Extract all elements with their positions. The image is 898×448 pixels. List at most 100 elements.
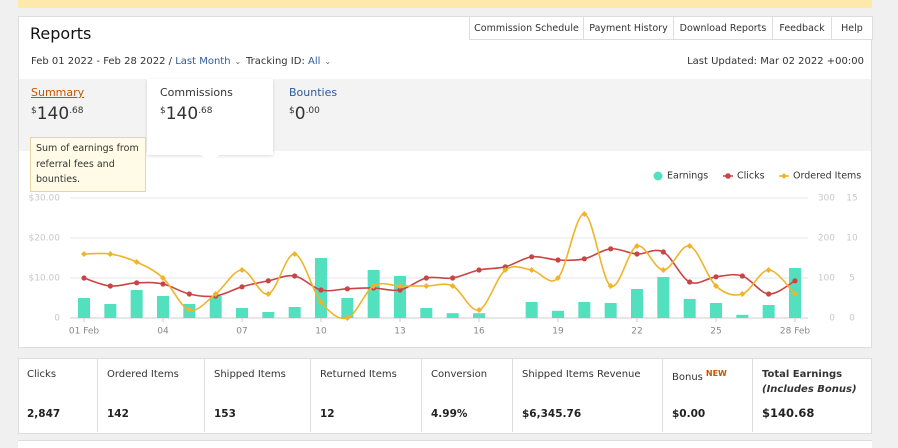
nav-button[interactable]: Download Reports (673, 16, 773, 40)
tracking-value[interactable]: All (308, 56, 321, 67)
marker (370, 283, 377, 289)
tick-label: 5 (849, 274, 855, 284)
fraction: .68 (69, 106, 84, 116)
bar (552, 310, 564, 318)
x-tick-label: 25 (710, 327, 721, 337)
bar (262, 312, 275, 318)
marker (107, 283, 113, 289)
currency: $ (289, 106, 295, 116)
marker (792, 278, 798, 284)
marker (792, 291, 798, 297)
stat-value: $0.00 (672, 408, 706, 420)
whole: 140 (165, 104, 199, 124)
bar (683, 299, 696, 318)
marker (660, 249, 666, 255)
x-tick-label: 01 Feb (69, 327, 100, 337)
x-tick-label: 10 (315, 327, 327, 337)
marker (265, 278, 271, 284)
marker (186, 291, 192, 297)
marker (555, 257, 561, 263)
x-tick-label: 28 Feb (780, 327, 811, 337)
nav-button[interactable]: Payment History (583, 16, 674, 40)
stat-value: $140.68 (762, 406, 815, 420)
marker (502, 267, 509, 273)
bar (130, 290, 143, 318)
marker (476, 267, 482, 273)
stat-label: Conversion (431, 369, 487, 380)
marker (687, 279, 693, 285)
marker (397, 283, 403, 289)
bar (236, 308, 248, 318)
date-selector[interactable]: Feb 01 2022 - Feb 28 2022 / Last Month ⌄ (31, 56, 241, 67)
tracking-label: Tracking ID: (246, 56, 305, 67)
label-text: Total Earnings (762, 369, 843, 380)
stat-value: 4.99% (431, 408, 468, 420)
tick-label: 100 (818, 274, 835, 284)
line (83, 213, 796, 320)
page-title: Reports (30, 24, 92, 43)
marker (318, 287, 324, 293)
x-tick-label: 13 (394, 327, 405, 337)
x-tick-label: 04 (157, 327, 169, 337)
marker (686, 243, 693, 249)
nav-button[interactable]: Feedback (772, 16, 832, 40)
legend-label: Ordered Items (793, 171, 861, 182)
tab-name[interactable]: Commissions (160, 86, 233, 99)
stat-value: 12 (320, 408, 335, 420)
label-text: Bonus (672, 372, 703, 383)
tab-name[interactable]: Summary (31, 86, 85, 99)
stat-value: 142 (107, 408, 129, 420)
fraction: .00 (305, 106, 320, 116)
marker (581, 256, 587, 262)
bar (157, 296, 169, 318)
marker (765, 267, 772, 273)
marker (423, 283, 430, 289)
marker (476, 307, 482, 313)
bar (762, 305, 775, 318)
last-updated: Last Updated: Mar 02 2022 +00:00 (687, 56, 864, 67)
marker (450, 275, 456, 281)
tracking-selector[interactable]: Tracking ID: All ⌄ (246, 56, 331, 67)
stat-label: Returned Items (320, 369, 397, 380)
marker (81, 251, 87, 257)
marker (528, 267, 535, 273)
marker (607, 283, 614, 289)
tab-name[interactable]: Bounties (289, 86, 338, 99)
date-range: Feb 01 2022 - Feb 28 2022 / (31, 56, 172, 67)
nav-button[interactable]: Commission Schedule (469, 16, 584, 40)
stat-cell: Clicks 2,847 (18, 358, 97, 432)
tick-label: 300 (818, 194, 835, 204)
stat-cell: Total Earnings (Includes Bonus) $140.68 (752, 358, 871, 432)
marker (449, 283, 456, 289)
marker (634, 251, 640, 257)
bar (736, 314, 749, 318)
tick-label: 0 (54, 314, 60, 324)
notice-strip (18, 0, 872, 8)
marker (239, 267, 245, 273)
tick-label: 0 (849, 314, 855, 324)
bar (394, 276, 406, 318)
legend-label: Clicks (737, 171, 765, 182)
selected-tab (147, 79, 273, 155)
period[interactable]: Last Month (175, 56, 231, 67)
bar (209, 296, 222, 318)
tab-amount: $140.68 (31, 104, 84, 124)
marker (291, 251, 298, 257)
marker (739, 291, 746, 297)
label-text: Ordered Items (107, 369, 179, 380)
marker (265, 291, 272, 297)
stats-row (18, 358, 872, 434)
marker (608, 246, 614, 252)
bar (525, 302, 538, 318)
nav-button[interactable]: Help (831, 16, 873, 40)
stat-label: Ordered Items (107, 369, 179, 380)
stat-value: $6,345.76 (522, 408, 582, 420)
marker (397, 287, 403, 293)
bar (341, 298, 354, 318)
label-text: Returned Items (320, 369, 397, 380)
marker (423, 275, 429, 281)
marker (581, 211, 588, 217)
label-text: Conversion (431, 369, 488, 380)
currency: $ (31, 106, 37, 116)
